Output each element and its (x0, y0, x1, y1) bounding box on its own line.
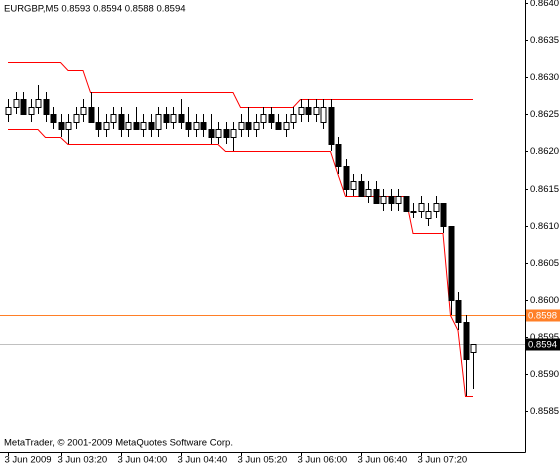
candle-body-up (419, 204, 424, 212)
y-tick-label: 0.8615 (530, 184, 559, 195)
candle-body-down (359, 182, 364, 197)
candle-body-down (149, 123, 154, 130)
candle-body-down (21, 100, 26, 115)
candle-body-up (156, 115, 161, 130)
candle-body-down (456, 301, 461, 323)
y-tick-label: 0.8600 (530, 295, 559, 306)
candle-body-down (164, 115, 169, 123)
candle-body-up (396, 197, 401, 204)
candle-body-down (276, 123, 281, 130)
candle-body-down (96, 123, 101, 130)
copyright: MetaTrader, © 2001-2009 MetaQuotes Softw… (4, 438, 233, 449)
chart-header: EURGBP,M5 0.8593 0.8594 0.8588 0.8594 (4, 4, 186, 15)
candle-body-up (381, 197, 386, 204)
candle-body-up (299, 108, 304, 115)
candle-body-down (449, 227, 454, 301)
candle-body-down (224, 130, 229, 138)
x-tick-label: 3 Jun 06:00 (298, 455, 348, 466)
x-tick-label: 3 Jun 06:40 (358, 455, 408, 466)
candle-body-up (231, 130, 236, 138)
candle-body-up (239, 123, 244, 130)
y-tick-label: 0.8630 (530, 72, 559, 83)
y-tick-label: 0.8610 (530, 221, 559, 232)
candle-body-down (59, 123, 64, 130)
candle-body-down (344, 167, 349, 190)
price-label: 0.8598 (528, 311, 557, 322)
x-tick-label: 3 Jun 2009 (5, 455, 52, 466)
y-tick-label: 0.8605 (530, 258, 559, 269)
candle-body-down (119, 115, 124, 130)
x-tick-label: 3 Jun 05:20 (238, 455, 288, 466)
y-tick-label: 0.8635 (530, 35, 559, 46)
candle-body-down (134, 123, 139, 130)
y-tick-label: 0.8585 (530, 406, 559, 417)
candle-body-up (111, 115, 116, 123)
candle-body-down (329, 108, 334, 145)
candle-body-up (171, 115, 176, 123)
candle-body-down (246, 123, 251, 130)
x-tick-label: 3 Jun 04:00 (118, 455, 168, 466)
candle-body-up (81, 108, 86, 115)
y-tick-label: 0.8640 (530, 0, 559, 9)
candle-body-up (141, 123, 146, 130)
candle-body-up (66, 123, 71, 130)
candle-body-up (254, 123, 259, 130)
candle-body-down (89, 108, 94, 123)
candle-body-down (186, 123, 191, 130)
candle-body-down (404, 197, 409, 212)
candle-body-up (194, 123, 199, 130)
candle-body-up (6, 108, 11, 115)
candle-body-up (426, 212, 431, 219)
candle-body-down (464, 323, 469, 360)
y-tick-label: 0.8620 (530, 146, 559, 157)
candle-body-up (434, 204, 439, 212)
candle-body-up (74, 115, 79, 123)
candle-body-down (336, 145, 341, 167)
candle-body-up (29, 108, 34, 115)
candle-body-down (209, 130, 214, 138)
candle-body-down (179, 115, 184, 123)
candle-body-up (351, 182, 356, 190)
candle-body-down (389, 197, 394, 204)
price-label: 0.8594 (528, 340, 557, 351)
candle-body-up (314, 108, 319, 115)
candle-body-up (291, 115, 296, 123)
candle-body-down (269, 115, 274, 123)
y-tick-label: 0.8625 (530, 109, 559, 120)
candle-body-up (284, 123, 289, 130)
x-tick-label: 3 Jun 07:20 (418, 455, 468, 466)
candle-body-down (201, 123, 206, 130)
candle-body-up (36, 100, 41, 108)
candle-body-up (126, 123, 131, 130)
candle-body-up (411, 212, 416, 213)
candle-body-down (51, 115, 56, 123)
candle-body-down (374, 190, 379, 204)
x-tick-label: 3 Jun 04:40 (178, 455, 228, 466)
candle-body-down (441, 204, 446, 227)
candle-body-up (14, 100, 19, 108)
candle-body-up (366, 190, 371, 197)
candle-body-up (216, 130, 221, 138)
candle-body-up (261, 115, 266, 123)
y-tick-label: 0.8590 (530, 369, 559, 380)
candle-body-up (104, 123, 109, 130)
candle-body-down (44, 100, 49, 115)
candle-body-up (321, 108, 326, 123)
candle-body-up (471, 345, 476, 353)
candle-body-down (306, 108, 311, 115)
x-tick-label: 3 Jun 03:20 (58, 455, 108, 466)
